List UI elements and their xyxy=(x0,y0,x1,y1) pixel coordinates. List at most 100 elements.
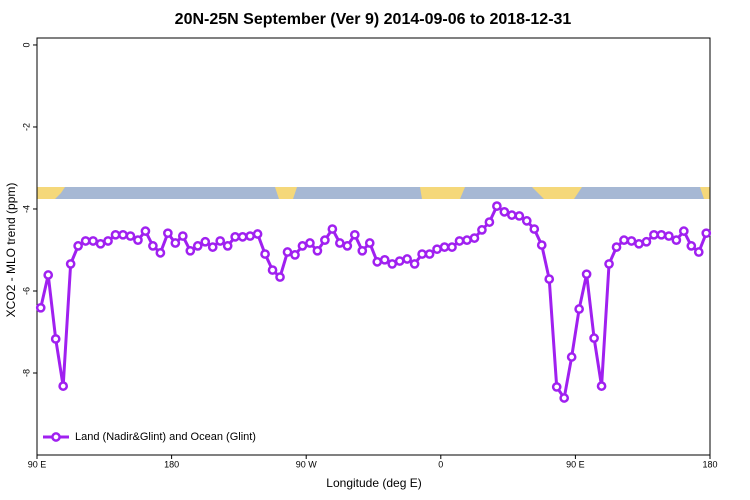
data-point xyxy=(215,236,226,246)
data-point xyxy=(424,249,435,259)
x-tick-label: 180 xyxy=(702,459,717,469)
chart-title: 20N-25N September (Ver 9) 2014-09-06 to … xyxy=(175,11,572,28)
data-point xyxy=(551,382,562,392)
data-point xyxy=(364,238,375,248)
data-point xyxy=(656,229,667,240)
data-point xyxy=(80,236,91,246)
data-point xyxy=(297,241,308,251)
y-tick-label: 0 xyxy=(21,42,31,47)
data-point xyxy=(140,226,151,236)
legend-label: Land (Nadir&Glint) and Ocean (Glint) xyxy=(75,431,256,443)
data-point xyxy=(185,245,196,256)
data-point xyxy=(686,241,697,251)
data-point xyxy=(305,238,315,248)
data-point xyxy=(462,235,472,245)
data-point xyxy=(50,334,61,344)
y-tick-label: -6 xyxy=(21,287,31,295)
data-point xyxy=(65,259,76,269)
data-point xyxy=(177,231,188,241)
data-point xyxy=(155,248,166,258)
data-point xyxy=(133,235,143,245)
data-point xyxy=(103,236,113,246)
x-tick-label: 90 E xyxy=(28,459,47,469)
data-point xyxy=(125,231,136,241)
data-point xyxy=(626,236,637,246)
data-point xyxy=(544,274,555,284)
y-axis-label: XCO2 - MLO trend (ppm) xyxy=(4,183,18,318)
x-tick-label: 0 xyxy=(438,459,443,469)
data-point xyxy=(357,245,368,256)
x-tick-label: 180 xyxy=(164,459,179,469)
data-point xyxy=(43,270,54,280)
data-point xyxy=(148,241,158,251)
data-point xyxy=(379,254,390,265)
data-point xyxy=(110,229,121,240)
data-point xyxy=(469,233,480,243)
data-point xyxy=(387,259,398,269)
data-point xyxy=(417,249,427,259)
data-point xyxy=(604,259,614,269)
data-point xyxy=(222,241,233,251)
data-point xyxy=(192,241,203,251)
map-strip xyxy=(37,187,710,199)
plot-frame xyxy=(36,37,711,456)
data-point xyxy=(372,257,383,267)
data-point xyxy=(170,238,181,248)
y-tick-label: -8 xyxy=(21,369,31,377)
data-point xyxy=(260,249,270,259)
data-point xyxy=(327,224,338,234)
data-point xyxy=(88,236,98,246)
data-point xyxy=(230,232,241,242)
data-point xyxy=(275,272,285,282)
data-point xyxy=(529,224,540,234)
data-point xyxy=(267,265,278,275)
data-point xyxy=(163,228,173,239)
data-point xyxy=(454,236,465,246)
data-point xyxy=(611,242,622,252)
data-point xyxy=(581,269,592,280)
data-point xyxy=(237,232,248,242)
data-point xyxy=(342,241,353,251)
data-point xyxy=(521,216,532,226)
data-point xyxy=(492,201,502,211)
data-point xyxy=(312,245,323,256)
data-point xyxy=(701,228,712,239)
data-point xyxy=(619,235,629,245)
data-point xyxy=(671,235,682,245)
data-point xyxy=(432,244,442,255)
data-point xyxy=(335,238,345,248)
x-axis-label: Longitude (deg E) xyxy=(326,476,421,490)
data-point xyxy=(200,236,211,247)
data-point xyxy=(447,242,457,252)
data-point xyxy=(514,211,525,221)
data-point xyxy=(641,236,652,247)
data-point xyxy=(596,381,607,391)
data-point xyxy=(536,240,547,250)
x-tick-label: 90 E xyxy=(566,459,585,469)
data-point xyxy=(245,231,255,241)
data-point xyxy=(252,229,263,239)
data-point xyxy=(477,225,487,235)
data-point xyxy=(402,254,412,264)
data-point xyxy=(499,207,510,217)
data-point xyxy=(207,242,218,252)
data-point xyxy=(484,217,495,227)
data-point xyxy=(634,238,644,249)
data-point xyxy=(73,241,83,251)
data-point xyxy=(35,302,46,313)
data-point xyxy=(559,393,570,403)
data-point xyxy=(664,231,674,241)
data-point xyxy=(118,229,128,240)
data-point xyxy=(566,352,577,362)
data-point xyxy=(678,226,689,236)
data-point xyxy=(320,235,330,245)
data-point xyxy=(58,381,69,391)
data-point xyxy=(649,229,659,240)
data-point xyxy=(574,304,584,314)
data-point xyxy=(282,247,293,257)
data-point xyxy=(439,242,450,252)
legend-marker xyxy=(51,432,61,442)
data-point xyxy=(349,229,360,240)
data-point xyxy=(290,250,300,260)
